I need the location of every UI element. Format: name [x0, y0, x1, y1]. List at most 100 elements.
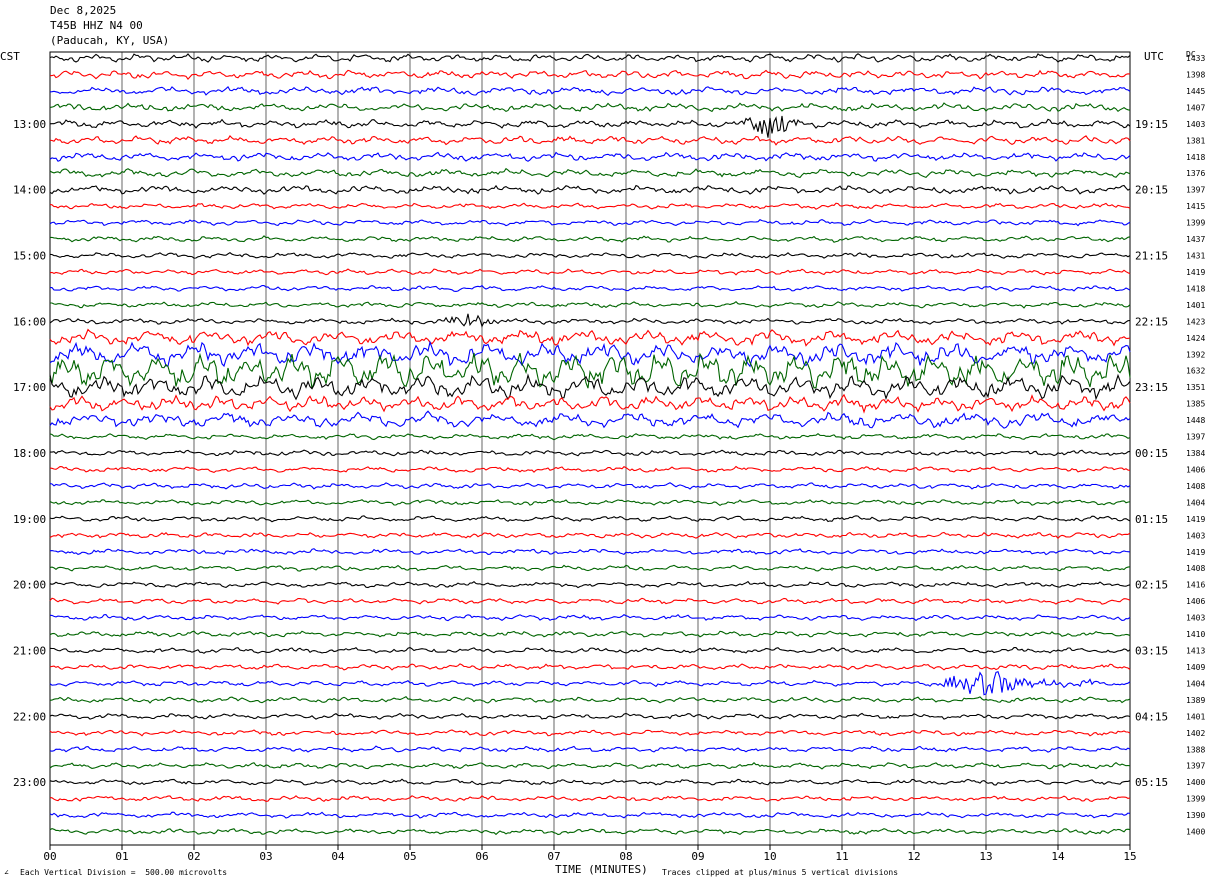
- dc-offset-label: 1419: [1186, 548, 1205, 557]
- dc-offset-label: 1404: [1186, 498, 1205, 507]
- right-hour-label: 20:15: [1135, 184, 1168, 197]
- trace-line: [49, 613, 1131, 622]
- dc-offset-label: 1403: [1186, 531, 1205, 540]
- left-hour-label: 15:00: [13, 250, 46, 263]
- trace-line: [49, 328, 1131, 347]
- dc-offset-label: 1418: [1186, 153, 1205, 162]
- header-location: (Paducah, KY, USA): [50, 34, 170, 47]
- right-hour-label: 03:15: [1135, 645, 1168, 658]
- header-date: Dec 8,2025: [50, 4, 117, 17]
- trace-line: [49, 712, 1131, 720]
- x-tick-label: 13: [979, 850, 992, 863]
- x-tick-label: 01: [115, 850, 128, 863]
- right-hour-label: 01:15: [1135, 513, 1168, 526]
- right-hour-label: 02:15: [1135, 579, 1168, 592]
- dc-offset-label: 1437: [1186, 235, 1205, 244]
- scale-note: Each Vertical Division = 500.00 microvol…: [20, 868, 228, 877]
- x-tick-label: 07: [547, 850, 560, 863]
- left-hour-label: 14:00: [13, 184, 46, 197]
- dc-offset-label: 1399: [1186, 795, 1205, 804]
- right-hour-label: 04:15: [1135, 710, 1168, 723]
- trace-line: [49, 53, 1131, 63]
- trace-line: [49, 811, 1131, 819]
- dc-offset-label: 1448: [1186, 416, 1205, 425]
- trace-line: [49, 630, 1131, 638]
- trace-line: [49, 313, 1131, 328]
- x-axis-title: TIME (MINUTES): [555, 863, 648, 876]
- dc-offset-label: 1402: [1186, 729, 1205, 738]
- trace-line: [49, 564, 1131, 572]
- dc-offset-label: 1351: [1186, 383, 1205, 392]
- dc-offset-label: 1376: [1186, 169, 1205, 178]
- trace-line: [49, 115, 1131, 138]
- dc-offset-label: 1407: [1186, 103, 1205, 112]
- trace-line: [49, 410, 1131, 429]
- dc-offset-label: 1419: [1186, 268, 1205, 277]
- left-hour-label: 17:00: [13, 381, 46, 394]
- trace-line: [49, 663, 1131, 671]
- trace-line: [50, 300, 1131, 309]
- trace-line: [50, 284, 1131, 292]
- trace-line: [49, 794, 1131, 802]
- right-hour-label: 00:15: [1135, 447, 1168, 460]
- dc-offset-label: 1397: [1186, 186, 1205, 195]
- clip-note: Traces clipped at plus/minus 5 vertical …: [662, 868, 899, 877]
- dc-offset-label: 1415: [1186, 202, 1205, 211]
- dc-offset-label: 1408: [1186, 482, 1205, 491]
- x-tick-label: 12: [907, 850, 920, 863]
- dc-offset-label: 1389: [1186, 696, 1205, 705]
- trace-line: [49, 135, 1131, 146]
- trace-line: [49, 373, 1131, 401]
- dc-offset-label: 1392: [1186, 350, 1205, 359]
- trace-line: [49, 69, 1131, 80]
- dc-label: DC: [1186, 50, 1196, 59]
- trace-line: [49, 482, 1131, 490]
- trace-line: [50, 235, 1131, 243]
- trace-line: [49, 340, 1131, 368]
- trace-line: [50, 449, 1131, 457]
- dc-offset-label: 1388: [1186, 745, 1205, 754]
- trace-line: [49, 597, 1131, 605]
- plot-frame: [49, 51, 1131, 846]
- dc-offset-label: 1632: [1186, 367, 1205, 376]
- dc-offset-label: 1423: [1186, 317, 1205, 326]
- x-tick-label: 06: [475, 850, 488, 863]
- trace-line: [49, 202, 1131, 210]
- left-hour-label: 18:00: [13, 447, 46, 460]
- trace-line: [49, 167, 1131, 179]
- trace-line: [49, 268, 1131, 276]
- dc-offset-label: 1385: [1186, 400, 1205, 409]
- x-tick-label: 00: [43, 850, 56, 863]
- scale-icon: ∠: [4, 868, 9, 877]
- dc-offset-label: 1400: [1186, 828, 1205, 837]
- dc-offset-label: 1401: [1186, 712, 1205, 721]
- dc-offset-label: 1403: [1186, 120, 1205, 129]
- dc-offset-label: 1401: [1186, 301, 1205, 310]
- trace-line: [49, 646, 1131, 654]
- dc-offset-label: 1400: [1186, 778, 1205, 787]
- trace-line: [49, 762, 1131, 770]
- trace-line: [49, 393, 1131, 414]
- dc-offset-label: 1398: [1186, 70, 1205, 79]
- right-hour-label: 23:15: [1135, 381, 1168, 394]
- right-hour-label: 21:15: [1135, 250, 1168, 263]
- dc-offset-label: 1433: [1186, 54, 1205, 63]
- x-tick-label: 05: [403, 850, 416, 863]
- left-timezone-label: CST: [0, 50, 20, 63]
- x-tick-label: 03: [259, 850, 272, 863]
- x-tick-label: 04: [331, 850, 345, 863]
- dc-offset-label: 1406: [1186, 597, 1205, 606]
- trace-line: [49, 548, 1131, 556]
- trace-line: [49, 670, 1131, 696]
- trace-line: [49, 352, 1131, 389]
- dc-offset-label: 1416: [1186, 581, 1205, 590]
- x-tick-label: 15: [1123, 850, 1136, 863]
- dc-offset-label: 1409: [1186, 663, 1205, 672]
- trace-line: [49, 184, 1131, 195]
- dc-offset-label: 1404: [1186, 679, 1205, 688]
- left-hour-label: 23:00: [13, 776, 46, 789]
- left-hour-label: 16:00: [13, 315, 46, 328]
- left-hour-label: 22:00: [13, 710, 46, 723]
- trace-line: [49, 433, 1131, 441]
